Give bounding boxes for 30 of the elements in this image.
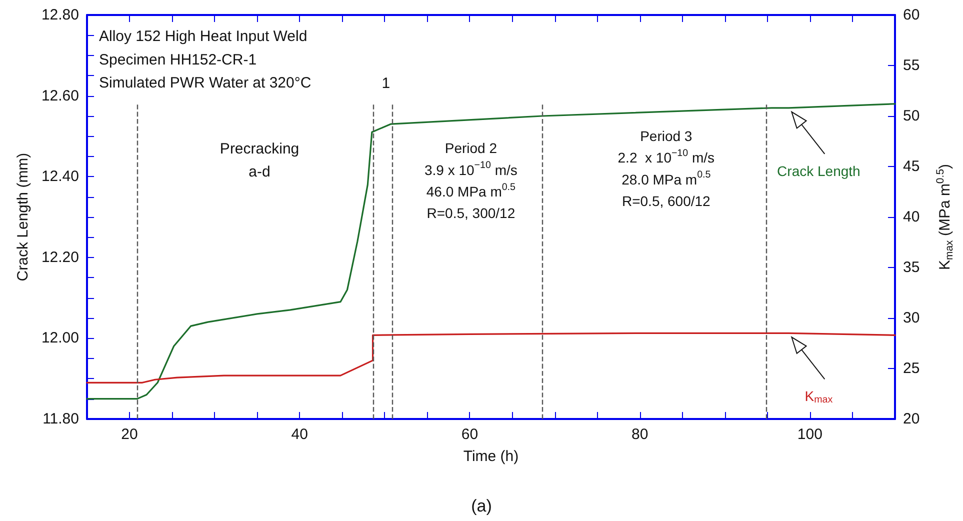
y2-tick-label: 30 bbox=[903, 310, 920, 326]
y2-tick-label: 45 bbox=[903, 158, 920, 175]
text: Crack Length bbox=[777, 162, 860, 179]
y-tick-label: 12.00 bbox=[41, 330, 79, 347]
text: Specimen HH152-CR-1 Simulated PWR Water at 320°C bbox=[99, 51, 312, 92]
y2-tick-label: 25 bbox=[903, 360, 920, 377]
y-axis-title: Crack Length (mm) bbox=[14, 152, 32, 282]
x-tick-label: 60 bbox=[461, 426, 478, 443]
y2-tick-label: 55 bbox=[903, 57, 920, 74]
x-tick-label: 100 bbox=[797, 426, 822, 443]
text: Alloy 152 High Heat Input Weld bbox=[99, 28, 308, 46]
text: (a) bbox=[471, 496, 492, 516]
y2-tick-label: 40 bbox=[903, 208, 920, 226]
y-tick-label: 12.40 bbox=[41, 168, 79, 186]
y-tick-label: 12.20 bbox=[41, 248, 79, 266]
y2-axis-title: Kmax (MPa m0.5) bbox=[934, 164, 956, 270]
y-tick-label: 12.60 bbox=[41, 87, 79, 104]
x-axis-title: Time (h) bbox=[463, 448, 519, 465]
y2-tick-label: 20 bbox=[903, 410, 920, 428]
y2-tick-label: 60 bbox=[903, 6, 920, 24]
annotation: 1 bbox=[382, 75, 390, 92]
y-tick-label: 11.80 bbox=[42, 410, 79, 428]
x-tick-label: 40 bbox=[291, 426, 308, 443]
x-tick-label: 80 bbox=[632, 426, 648, 443]
y2-tick-label: 35 bbox=[903, 259, 920, 276]
y2-tick-label: 50 bbox=[903, 108, 920, 124]
annotation: Precracking a-d bbox=[220, 140, 300, 181]
line-series bbox=[86, 332, 896, 384]
y-tick-label: 12.80 bbox=[41, 6, 79, 24]
x-tick-label: 20 bbox=[121, 426, 138, 443]
